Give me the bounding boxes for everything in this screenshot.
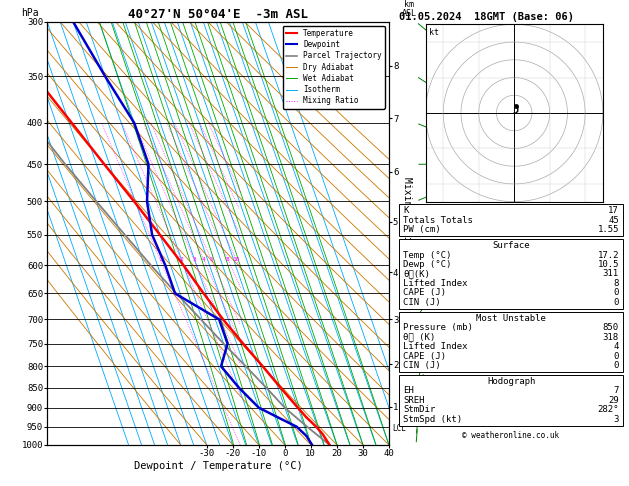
Text: EH: EH [403, 386, 414, 396]
Text: Totals Totals: Totals Totals [403, 216, 473, 225]
Text: 17.2: 17.2 [598, 250, 619, 260]
Text: kt: kt [429, 28, 439, 37]
Text: 7: 7 [613, 386, 619, 396]
Text: 318: 318 [603, 332, 619, 342]
Text: θᴄ(K): θᴄ(K) [403, 269, 430, 278]
Text: Lifted Index: Lifted Index [403, 279, 468, 288]
Text: StmDir: StmDir [403, 405, 435, 415]
Text: 5: 5 [209, 257, 213, 262]
Text: 1: 1 [158, 257, 162, 262]
Text: 3: 3 [192, 257, 196, 262]
Text: 45: 45 [608, 216, 619, 225]
Text: θᴄ (K): θᴄ (K) [403, 332, 435, 342]
Text: 29: 29 [608, 396, 619, 405]
Text: SREH: SREH [403, 396, 425, 405]
Text: 10.5: 10.5 [598, 260, 619, 269]
Y-axis label: Mixing Ratio (g/kg): Mixing Ratio (g/kg) [402, 177, 412, 289]
Text: 4: 4 [613, 342, 619, 351]
Text: Surface: Surface [493, 241, 530, 250]
Text: 0: 0 [613, 351, 619, 361]
Text: PW (cm): PW (cm) [403, 225, 441, 234]
Title: 40°27'N 50°04'E  -3m ASL: 40°27'N 50°04'E -3m ASL [128, 8, 308, 21]
Text: Temp (°C): Temp (°C) [403, 250, 452, 260]
Text: 4: 4 [202, 257, 206, 262]
Text: CIN (J): CIN (J) [403, 298, 441, 307]
Text: 282°: 282° [598, 405, 619, 415]
Text: 3: 3 [613, 415, 619, 424]
Text: StmSpd (kt): StmSpd (kt) [403, 415, 462, 424]
Text: K: K [403, 206, 409, 215]
Text: 01.05.2024  18GMT (Base: 06): 01.05.2024 18GMT (Base: 06) [399, 12, 574, 22]
Legend: Temperature, Dewpoint, Parcel Trajectory, Dry Adiabat, Wet Adiabat, Isotherm, Mi: Temperature, Dewpoint, Parcel Trajectory… [282, 26, 385, 108]
Text: 0: 0 [613, 288, 619, 297]
Text: 17: 17 [608, 206, 619, 215]
Text: 1.55: 1.55 [598, 225, 619, 234]
Text: km
ASL: km ASL [402, 0, 417, 17]
Text: Most Unstable: Most Unstable [476, 313, 546, 323]
X-axis label: Dewpoint / Temperature (°C): Dewpoint / Temperature (°C) [133, 461, 303, 470]
Text: 10: 10 [232, 257, 240, 262]
Text: 0: 0 [613, 361, 619, 370]
Text: Hodograph: Hodograph [487, 377, 535, 386]
Text: LCL: LCL [392, 424, 406, 433]
Text: hPa: hPa [21, 8, 39, 17]
Text: 0: 0 [613, 298, 619, 307]
Text: 311: 311 [603, 269, 619, 278]
Text: 2: 2 [179, 257, 183, 262]
Text: CIN (J): CIN (J) [403, 361, 441, 370]
Text: Pressure (mb): Pressure (mb) [403, 323, 473, 332]
Text: © weatheronline.co.uk: © weatheronline.co.uk [462, 431, 560, 440]
Text: 8: 8 [226, 257, 230, 262]
Text: 8: 8 [613, 279, 619, 288]
Text: Lifted Index: Lifted Index [403, 342, 468, 351]
Text: 850: 850 [603, 323, 619, 332]
Text: CAPE (J): CAPE (J) [403, 288, 446, 297]
Text: Dewp (°C): Dewp (°C) [403, 260, 452, 269]
Text: CAPE (J): CAPE (J) [403, 351, 446, 361]
